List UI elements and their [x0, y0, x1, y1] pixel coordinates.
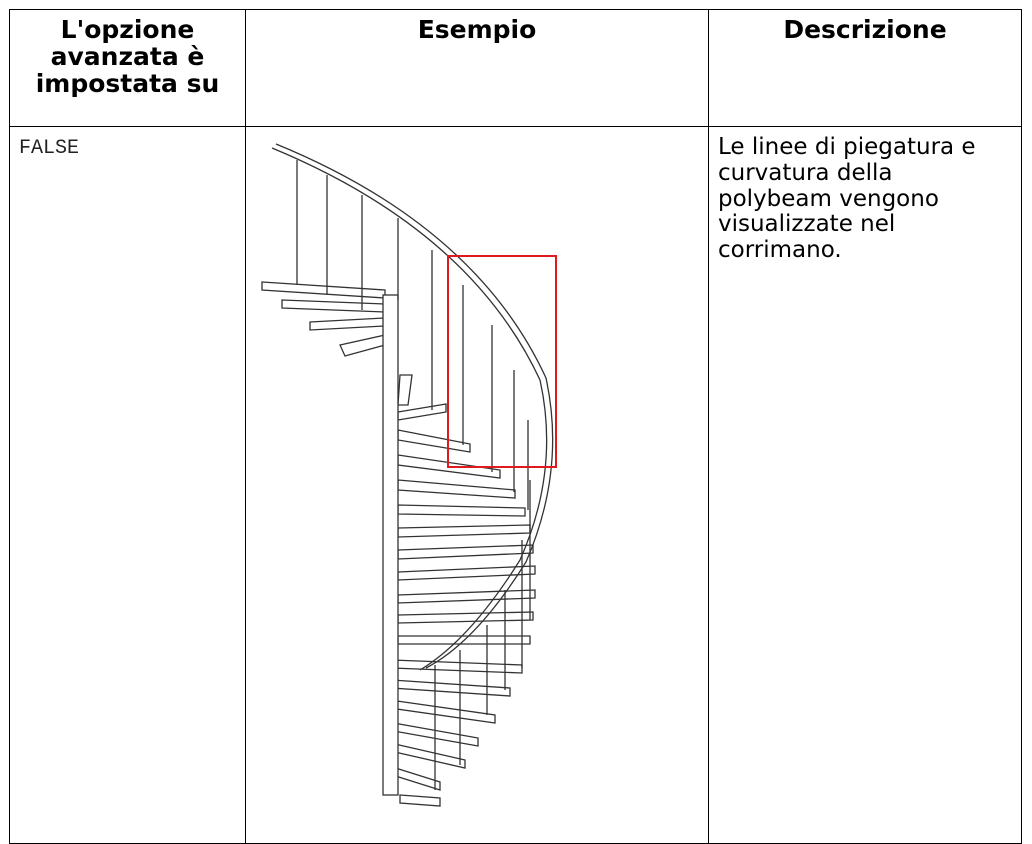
body-row: FALSE Le linee di piegatura e curvatura … [9, 126, 1022, 844]
description: Le linee di piegatura e curvatura della … [708, 126, 1022, 844]
steps [261, 281, 536, 807]
highlight-box [447, 255, 557, 468]
header-row: L'opzione avanzata è impostata su Esempi… [9, 9, 1022, 127]
example-cell [245, 126, 709, 844]
option-value: FALSE [9, 126, 246, 844]
options-table: L'opzione avanzata è impostata su Esempi… [9, 9, 1022, 844]
page: {"table": {"header": ["L'opzione avanzat… [9, 9, 1022, 844]
handrail [275, 143, 554, 669]
handrail [271, 147, 548, 671]
staircase-illustration [261, 143, 557, 807]
header-cell: Descrizione [708, 9, 1022, 127]
balusters [296, 160, 531, 790]
central-pole [382, 294, 399, 796]
header-cell: L'opzione avanzata è impostata su [9, 9, 246, 127]
